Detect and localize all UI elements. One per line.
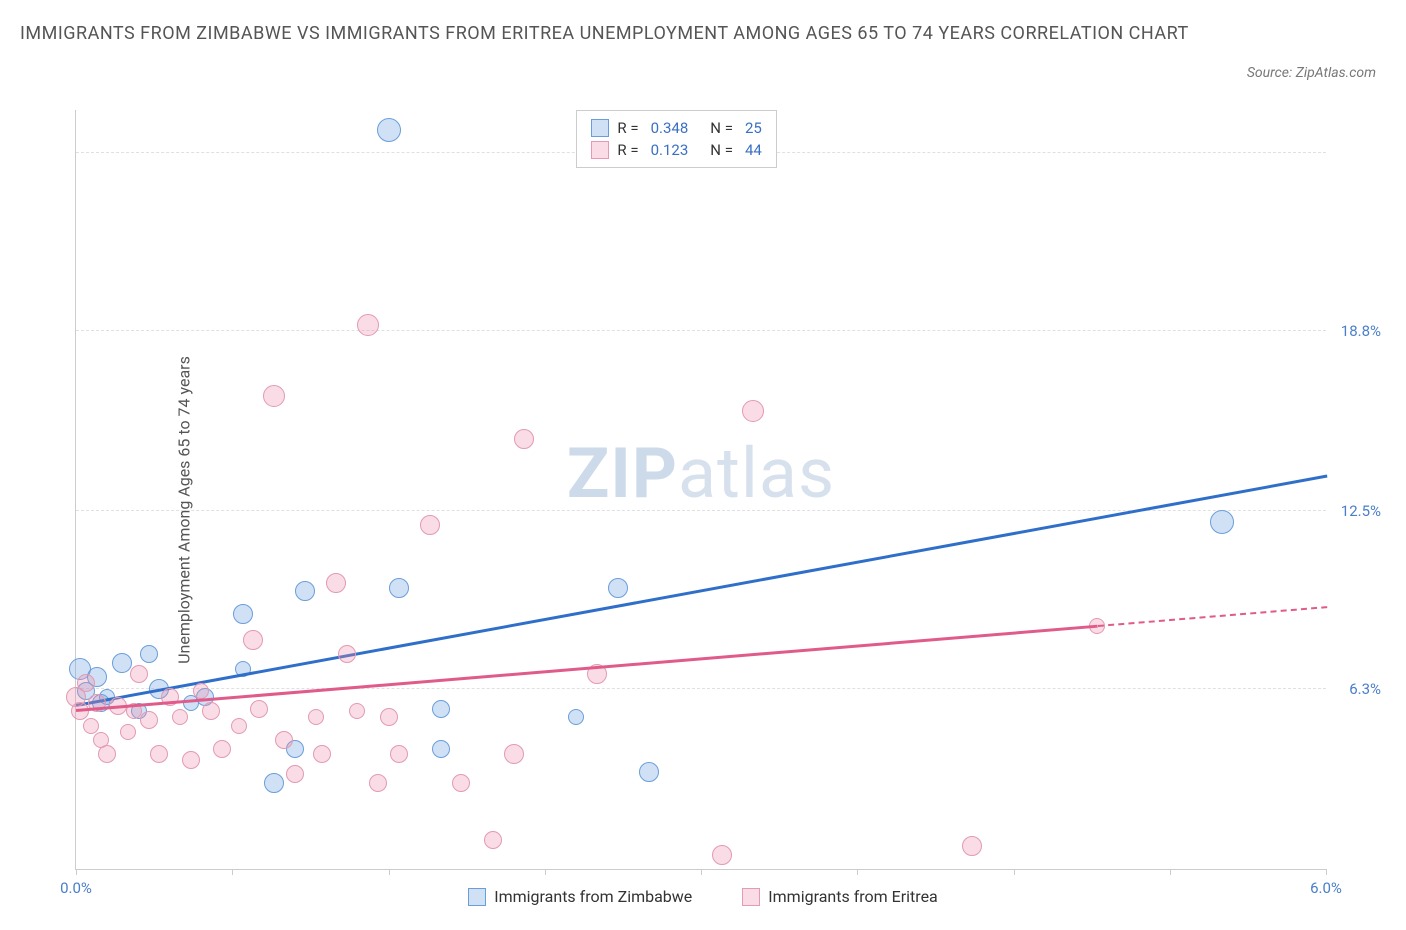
data-point-eritrea <box>349 703 365 719</box>
data-point-eritrea <box>308 709 324 725</box>
data-point-eritrea <box>263 385 285 407</box>
x-tick <box>1170 869 1171 875</box>
data-point-eritrea <box>504 744 524 764</box>
legend-row-zimbabwe: R = 0.348 N = 25 <box>591 117 761 139</box>
data-point-eritrea <box>484 831 502 849</box>
swatch-eritrea <box>742 888 760 906</box>
swatch-eritrea <box>591 141 609 159</box>
source-attribution: Source: ZipAtlas.com <box>1247 65 1376 81</box>
data-point-eritrea <box>452 774 470 792</box>
n-value-eritrea: 44 <box>745 141 762 159</box>
data-point-zimbabwe <box>295 581 315 601</box>
x-tick <box>389 869 390 875</box>
data-point-eritrea <box>130 665 148 683</box>
data-point-eritrea <box>202 702 220 720</box>
data-point-zimbabwe <box>377 118 401 142</box>
data-point-eritrea <box>420 515 440 535</box>
data-point-zimbabwe <box>432 700 450 718</box>
data-point-eritrea <box>514 429 534 449</box>
r-label: R = <box>617 119 638 137</box>
x-tick <box>857 869 858 875</box>
x-tick <box>1014 869 1015 875</box>
x-tick <box>545 869 546 875</box>
data-point-eritrea <box>742 400 764 422</box>
data-point-eritrea <box>231 718 247 734</box>
x-tick <box>232 869 233 875</box>
y-tick-label: 12.5% <box>1341 502 1381 520</box>
gridline <box>76 688 1326 689</box>
data-point-eritrea <box>338 645 356 663</box>
chart-title: IMMIGRANTS FROM ZIMBABWE VS IMMIGRANTS F… <box>20 20 1386 49</box>
n-value-zimbabwe: 25 <box>745 119 762 137</box>
r-value-zimbabwe: 0.348 <box>651 119 689 137</box>
data-point-eritrea <box>182 751 200 769</box>
data-point-eritrea <box>286 765 304 783</box>
data-point-eritrea <box>213 740 231 758</box>
data-point-eritrea <box>77 674 95 692</box>
data-point-eritrea <box>193 683 209 699</box>
r-value-eritrea: 0.123 <box>651 141 689 159</box>
data-point-eritrea <box>172 709 188 725</box>
legend-item-eritrea: Immigrants from Eritrea <box>742 887 937 906</box>
data-point-eritrea <box>150 745 168 763</box>
data-point-zimbabwe <box>140 645 158 663</box>
data-point-eritrea <box>98 745 116 763</box>
n-label: N = <box>710 119 733 137</box>
gridline <box>76 330 1326 331</box>
data-point-zimbabwe <box>112 653 132 673</box>
data-point-eritrea <box>275 731 293 749</box>
data-point-zimbabwe <box>389 578 409 598</box>
data-point-eritrea <box>250 700 268 718</box>
r-label: R = <box>617 141 638 159</box>
data-point-zimbabwe <box>639 762 659 782</box>
data-point-zimbabwe <box>432 740 450 758</box>
data-point-zimbabwe <box>608 578 628 598</box>
data-point-eritrea <box>357 314 379 336</box>
data-point-eritrea <box>326 573 346 593</box>
legend-row-eritrea: R = 0.123 N = 44 <box>591 139 761 161</box>
data-point-zimbabwe <box>568 709 584 725</box>
data-point-eritrea <box>120 724 136 740</box>
legend-item-zimbabwe: Immigrants from Zimbabwe <box>468 887 692 906</box>
legend-label-zimbabwe: Immigrants from Zimbabwe <box>494 887 692 906</box>
n-label: N = <box>710 141 733 159</box>
data-point-eritrea <box>962 836 982 856</box>
data-point-eritrea <box>313 745 331 763</box>
swatch-zimbabwe <box>468 888 486 906</box>
swatch-zimbabwe <box>591 119 609 137</box>
data-point-zimbabwe <box>233 604 253 624</box>
x-tick <box>76 869 77 875</box>
data-point-eritrea <box>83 718 99 734</box>
data-point-zimbabwe <box>1210 510 1234 534</box>
data-point-eritrea <box>390 745 408 763</box>
y-tick-label: 6.3% <box>1349 680 1381 698</box>
legend-label-eritrea: Immigrants from Eritrea <box>768 887 937 906</box>
chart-container: Unemployment Among Ages 65 to 74 years Z… <box>20 100 1386 920</box>
data-point-zimbabwe <box>264 773 284 793</box>
data-point-eritrea <box>243 630 263 650</box>
watermark: ZIPatlas <box>567 433 835 515</box>
data-point-eritrea <box>369 774 387 792</box>
plot-area: ZIPatlas 6.3%12.5%18.8%0.0%6.0%R =0.348N… <box>75 110 1326 870</box>
data-point-eritrea <box>712 845 732 865</box>
y-tick-label: 18.8% <box>1341 322 1381 340</box>
trend-line-eritrea <box>76 625 1098 712</box>
data-point-eritrea <box>140 711 158 729</box>
x-tick <box>701 869 702 875</box>
correlation-legend: R = 0.348 N = 25 R = 0.123 N = 44 <box>576 110 776 168</box>
bottom-legend: Immigrants from Zimbabwe Immigrants from… <box>20 887 1386 906</box>
data-point-eritrea <box>380 708 398 726</box>
x-tick <box>1326 869 1327 875</box>
trend-line-eritrea <box>1098 606 1328 627</box>
